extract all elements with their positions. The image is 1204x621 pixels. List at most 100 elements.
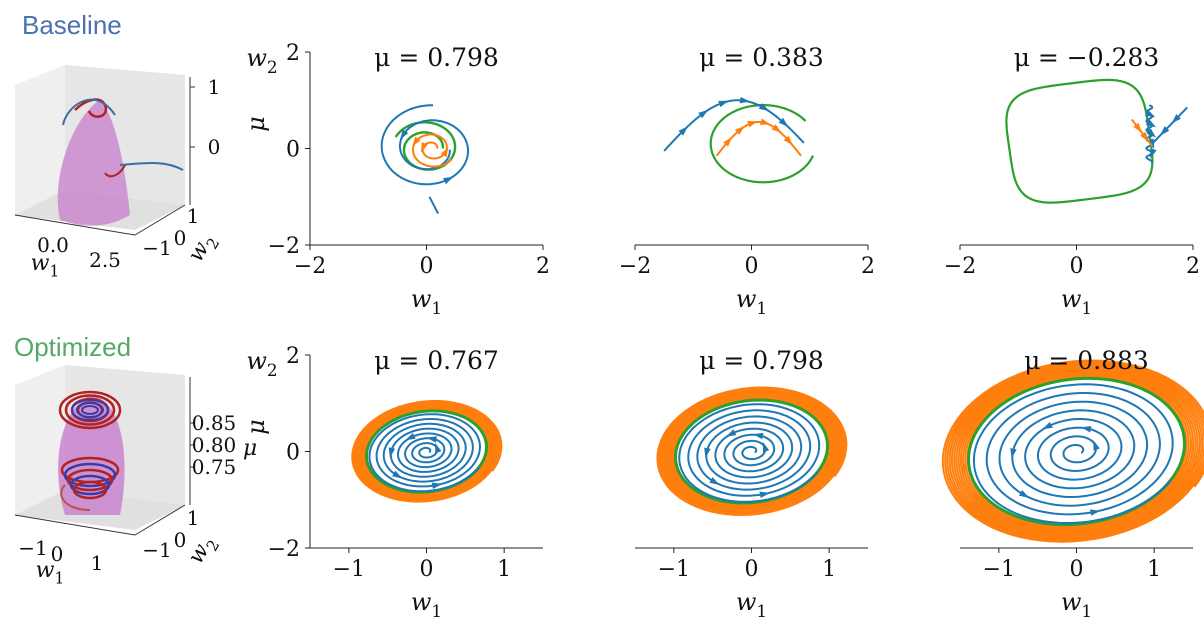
trajectory-2-arrow xyxy=(408,494,419,501)
x-axis-label: w1 xyxy=(736,285,767,318)
limit-cycle xyxy=(709,104,814,184)
phase-portrait-r0-c0 xyxy=(305,51,544,250)
surface-spiral-top xyxy=(58,390,122,430)
panel-title: μ = 0.798 xyxy=(699,346,824,375)
trajectory-1-arrow xyxy=(392,470,403,479)
trajectory-1-arrow xyxy=(1042,421,1053,430)
trajectory-1-arrow xyxy=(426,436,437,443)
trajectory-1-arrow xyxy=(762,442,770,453)
trajectory-2-arrow xyxy=(771,124,782,133)
row-label-optimized: Optimized xyxy=(14,332,132,362)
trajectory-1 xyxy=(972,383,1174,524)
trajectory-1 xyxy=(678,403,821,503)
trajectory-2-arrow xyxy=(412,136,421,147)
x-tick-label: −1 xyxy=(658,557,690,582)
x-tick-label: 0 xyxy=(51,542,64,566)
x-tick-label: −2 xyxy=(294,254,326,279)
y-tick-label: −2 xyxy=(268,537,300,562)
x-axis-label: w1 xyxy=(1061,588,1092,621)
y-tick-label: 2 xyxy=(286,344,300,369)
trajectory-2-arrow xyxy=(734,126,745,135)
x-axis-label: w1 xyxy=(736,588,767,621)
z-tick-label: 0 xyxy=(208,135,221,159)
trajectory-1-arrow xyxy=(400,129,409,140)
x-tick-label: 1 xyxy=(91,551,104,575)
trajectory-2-arrow xyxy=(730,506,741,514)
trajectory-1-arrow xyxy=(726,429,737,437)
y-axis-label-top: w2 xyxy=(246,347,277,380)
x-tick-label: 0 xyxy=(420,254,434,279)
trajectory-1-arrow xyxy=(1089,509,1101,516)
x-tick-label: 0 xyxy=(745,557,759,582)
x-tick-label: 2 xyxy=(861,254,875,279)
surface-plot-0 xyxy=(14,65,195,236)
x-tick-label: 1 xyxy=(1147,557,1161,582)
y-tick-label: −1 xyxy=(142,538,171,562)
trajectory-2-arrow xyxy=(783,135,793,146)
trajectory-2 xyxy=(1131,118,1154,147)
surface-trajectory-blue xyxy=(62,98,116,126)
trajectory-1 xyxy=(380,104,469,186)
trajectory-2-arrow xyxy=(960,464,967,475)
surface-spiral-bottom xyxy=(63,462,117,488)
trajectory-1-branch-arrow xyxy=(1160,126,1170,136)
trajectory-2-arrow xyxy=(1140,131,1149,142)
y-tick-label: 2 xyxy=(286,41,300,66)
trajectory-1-arrow xyxy=(405,432,416,441)
x-tick-label: −1 xyxy=(983,557,1015,582)
x-tick-label: 0.0 xyxy=(37,233,69,257)
trajectory-1-arrow xyxy=(753,432,764,440)
trajectory-2-arrow xyxy=(360,456,367,467)
trajectory-2-arrow xyxy=(808,405,819,414)
phase-portrait-r0-c1 xyxy=(634,96,869,250)
y-axis-label-top: w2 xyxy=(246,44,277,77)
y-axis-label: w2 xyxy=(183,229,223,269)
trajectory-1-arrow xyxy=(1150,148,1157,159)
y-axis-label: μ xyxy=(242,419,270,435)
trajectory-1-arrow xyxy=(1018,490,1030,498)
z-axis-label: μ xyxy=(243,436,257,461)
panel-title: μ = 0.383 xyxy=(699,43,824,72)
phase-portrait-r1-c1 xyxy=(635,386,868,553)
surface-plot-1 xyxy=(14,365,195,536)
trajectory-2-arrow xyxy=(1158,387,1169,396)
row-label-baseline: Baseline xyxy=(22,10,122,40)
x-axis-line xyxy=(14,214,136,236)
x-axis-label: w1 xyxy=(411,285,442,318)
trajectory-2-arrow xyxy=(668,459,676,470)
x-tick-label: −2 xyxy=(619,254,651,279)
y-tick-label: −1 xyxy=(142,236,171,260)
trajectory-1-tail xyxy=(428,196,439,215)
phase-portrait-r1-c0 xyxy=(305,354,543,553)
trajectory-1-arrow xyxy=(759,491,770,498)
x-tick-label: −1 xyxy=(333,557,365,582)
x-tick-label: 1 xyxy=(822,557,836,582)
trajectory-2-arrow xyxy=(1016,371,1028,379)
panel-title: μ = 0.767 xyxy=(374,346,499,375)
trajectory-2-arrow xyxy=(723,137,733,147)
trajectory-2-arrow xyxy=(470,414,481,423)
x-tick-label: 2 xyxy=(536,254,550,279)
trajectory-1-arrow xyxy=(704,447,711,458)
trajectory-2-arrow xyxy=(759,118,771,125)
trajectory-1 xyxy=(368,413,482,493)
x-tick-label: 0 xyxy=(420,557,434,582)
x-axis-label: w1 xyxy=(1061,285,1092,318)
trajectory-1-arrow xyxy=(778,117,789,127)
y-axis-label: μ xyxy=(242,116,270,132)
trajectory-1-arrow xyxy=(1093,440,1100,451)
trajectory-2-arrow xyxy=(390,405,402,412)
surface-spiral-bottom xyxy=(72,480,108,500)
panel-title: μ = 0.883 xyxy=(1024,346,1149,375)
trajectory-1-arrow xyxy=(678,126,688,136)
y-axis-line xyxy=(134,504,186,536)
trajectory-1-arrow xyxy=(443,176,454,185)
trajectory-1-arrow xyxy=(718,100,729,108)
surface-trajectory-red-low xyxy=(104,164,126,178)
phase-portrait-r0-c2 xyxy=(959,78,1194,250)
limit-cycle xyxy=(1005,78,1154,204)
x-tick-label: −1 xyxy=(18,536,47,560)
y-tick-label: 0 xyxy=(286,138,300,163)
y-tick-label: 1 xyxy=(187,506,200,530)
surface-spiral-top-inner xyxy=(76,402,104,418)
